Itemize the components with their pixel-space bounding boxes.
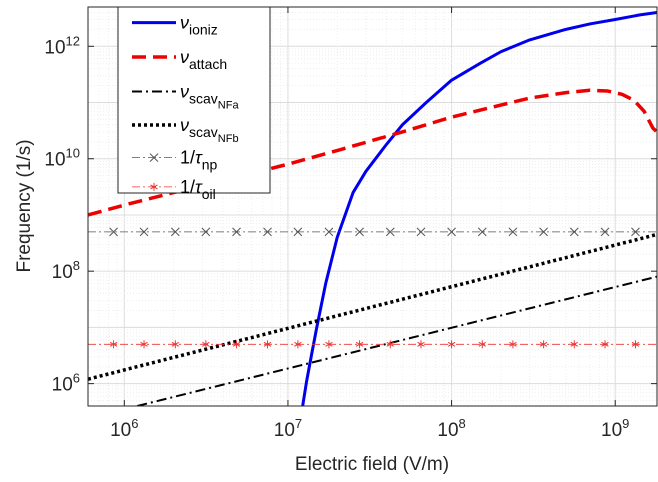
legend-marker-4: [149, 153, 159, 163]
series-marker-4: [324, 227, 334, 237]
legend-label-3: νscavNFb: [180, 115, 239, 145]
series-marker-5: [570, 340, 578, 349]
series-marker-5: [539, 340, 548, 349]
series-marker-5: [171, 340, 180, 349]
y-tick-label: 1012: [44, 33, 80, 58]
series-marker-4: [170, 227, 180, 237]
legend-label-1: νattach: [180, 47, 227, 72]
series-marker-4: [355, 227, 364, 237]
series-marker-4: [232, 227, 241, 237]
series-marker-4: [477, 227, 487, 237]
series-marker-5: [294, 340, 302, 349]
series-marker-5: [631, 340, 640, 349]
series-line-0: [301, 10, 657, 406]
legend-label-5: 1/τoil: [180, 177, 216, 202]
series-marker-4: [539, 227, 548, 237]
series-line-3: [88, 232, 657, 381]
series-marker-5: [417, 340, 425, 349]
tick-layer: 106 107 108 109 106 108 1010 1012: [44, 7, 657, 441]
x-axis-label: Electric field (V/m): [295, 454, 449, 475]
series-marker-5: [109, 340, 118, 349]
series-marker-4: [263, 227, 272, 237]
series-marker-5: [140, 340, 148, 349]
legend-label-2: νscavNFa: [180, 81, 239, 111]
series-marker-4: [631, 227, 640, 237]
series-marker-4: [201, 227, 211, 237]
y-tick-label: 1010: [44, 146, 80, 171]
series-marker-5: [232, 340, 241, 349]
x-tick-label: 107: [274, 416, 302, 441]
grid: [87, 6, 657, 407]
legend-marker-5: [150, 182, 158, 191]
series-marker-4: [109, 227, 118, 237]
y-tick-label: 108: [52, 258, 80, 283]
series-marker-4: [600, 227, 610, 237]
series-marker-4: [416, 227, 426, 237]
x-tick-label: 106: [110, 416, 138, 441]
series-marker-5: [447, 340, 456, 349]
legend-box: [117, 6, 271, 194]
series-marker-5: [202, 340, 210, 349]
series-marker-5: [478, 340, 486, 349]
series-layer: [88, 10, 657, 406]
series-marker-4: [293, 227, 303, 237]
series-marker-4: [508, 227, 518, 237]
series-marker-4: [139, 227, 149, 237]
legend-label-0: νioniz: [180, 13, 218, 38]
series-line-2: [137, 275, 657, 406]
x-tick-label: 109: [601, 416, 629, 441]
series-line-1: [88, 88, 657, 217]
series-marker-5: [263, 340, 272, 349]
series-marker-5: [355, 340, 364, 349]
y-axis-label: Frequency (1/s): [14, 139, 35, 272]
series-marker-4: [569, 227, 579, 237]
series-marker-5: [509, 340, 517, 349]
legend: νioniz νattach νscavNFa νscavNFb 1/τnp 1/τoil: [117, 6, 271, 202]
series-marker-4: [447, 227, 456, 237]
series-marker-5: [325, 340, 333, 349]
series-marker-5: [601, 340, 609, 349]
x-tick-label: 108: [437, 416, 465, 441]
y-tick-label: 106: [52, 371, 80, 396]
series-marker-5: [386, 340, 394, 349]
series-marker-4: [385, 227, 395, 237]
plot-frame: [87, 6, 658, 407]
legend-label-4: 1/τnp: [180, 148, 218, 173]
